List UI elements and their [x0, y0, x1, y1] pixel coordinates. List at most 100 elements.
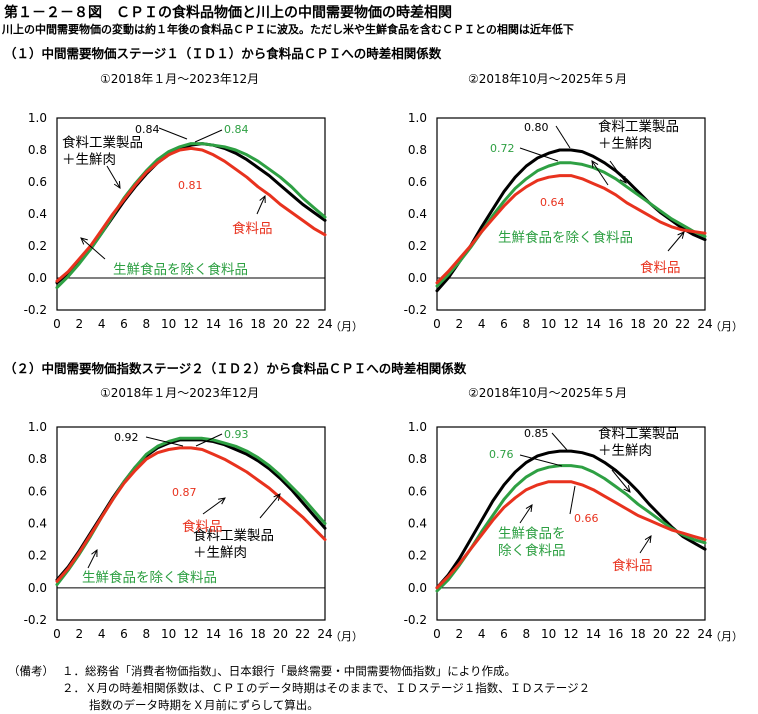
x-tick-label: 20: [653, 317, 668, 331]
x-tick-label: 2: [76, 627, 84, 641]
series-label-black: ＋生鮮肉: [598, 443, 652, 459]
peak-label-black: 0.80: [524, 121, 549, 134]
series-label-black: 食料工業製品: [193, 527, 274, 544]
series-arrow-red-line: [667, 231, 685, 252]
peak-leader-green: [194, 129, 223, 143]
x-tick-label: 12: [183, 317, 198, 331]
y-tick-label: 0.4: [408, 517, 427, 531]
x-tick-label: 2: [76, 317, 84, 331]
series-label-red: 食料品: [612, 557, 653, 574]
series-line-red: [435, 480, 707, 590]
y-tick-label: 1.0: [408, 111, 427, 125]
y-tick-label: 0.8: [408, 143, 427, 157]
y-tick-label: 1.0: [28, 111, 47, 125]
series-arrow-red-head: [259, 194, 266, 204]
y-tick-label: 0.8: [28, 452, 47, 466]
series-arrow-black-line: [106, 165, 121, 189]
series-arrow-red-head: [218, 497, 226, 505]
x-tick-label: 16: [228, 317, 243, 331]
x-tick-label: 14: [206, 317, 221, 331]
y-tick-label: 0.2: [28, 549, 47, 563]
y-tick-label: 0.8: [28, 143, 47, 157]
x-tick-label: 4: [478, 317, 486, 331]
x-tick-label: 24: [697, 627, 712, 641]
chart-3: -0.20.00.20.40.60.81.00 2 4 6 8 10 12 14 16 18 20 2…: [24, 420, 363, 643]
series-arrow-red-line: [202, 497, 226, 515]
x-tick-label: 16: [608, 317, 623, 331]
x-unit-label: （月）: [710, 320, 743, 333]
x-tick-label: 4: [98, 317, 106, 331]
note-2: ２．Ｘ月の時差相関係数は、ＣＰＩのデータ時期はそのままで、ＩＤステージ１指数、Ｉ…: [62, 681, 591, 695]
series-label-black: ＋生鮮肉: [62, 152, 116, 168]
peak-leader-green: [519, 454, 563, 467]
plot-frame: [436, 426, 706, 621]
peak-label-black: 0.92: [114, 431, 139, 444]
x-tick-label: 6: [500, 627, 508, 641]
x-tick-label: 14: [206, 627, 221, 641]
plot-frame: [436, 117, 706, 311]
note-3: 指数のデータ時期をＸ月前にずらして算出。: [89, 698, 319, 712]
chart-2: -0.20.00.20.40.60.81.00 2 4 6 8 10 12 14 16 18 20 2…: [404, 111, 743, 333]
x-tick-label: 2: [456, 627, 464, 641]
y-tick-label: 0.6: [28, 484, 47, 498]
x-tick-label: 22: [675, 627, 690, 641]
y-tick-label: 0.2: [28, 239, 47, 253]
series-arrow-red-head: [677, 231, 685, 239]
series-label-green: 生鮮食品を: [498, 525, 566, 542]
peak-label-green: 0.93: [224, 428, 249, 441]
series-line-black: [435, 449, 707, 590]
x-tick-label: 0: [433, 317, 441, 331]
x-tick-label: 14: [586, 627, 601, 641]
series-arrow-black-head: [273, 493, 281, 501]
x-tick-label: 14: [586, 317, 601, 331]
y-tick-label: 0.2: [408, 239, 427, 253]
y-tick-label: -0.2: [24, 303, 47, 317]
y-tick-label: 0.4: [28, 207, 47, 221]
series-label-red: 食料品: [640, 259, 681, 276]
chart3-title: ①2018年１月～2023年12月: [100, 386, 260, 400]
x-tick-label: 6: [500, 317, 508, 331]
x-tick-label: 0: [53, 627, 61, 641]
series-line-green: [55, 142, 327, 290]
figure-title: 第１－２－８図 ＣＰＩの食料品物価と川上の中間需要物価の時差相関: [4, 5, 452, 21]
y-tick-label: -0.2: [404, 613, 427, 627]
series-arrow-black-head: [113, 180, 121, 189]
series-arrow-green-head: [591, 160, 599, 169]
figure-subtitle: 川上の中間需要物価の変動は約１年後の食料品ＣＰＩに波及。ただし米や生鮮食品を含む…: [2, 23, 574, 36]
y-tick-label: 0.0: [408, 271, 427, 285]
chart2-title: ②2018年10月～2025年５月: [468, 72, 628, 86]
x-tick-label: 6: [120, 317, 128, 331]
x-tick-label: 18: [630, 627, 645, 641]
section2-title: （２）中間需要物価指数ステージ２（ＩＤ２）から食料品ＣＰＩへの時差相関係数: [4, 361, 467, 376]
series-label-green: 生鮮食品を除く食料品: [498, 229, 633, 246]
x-tick-label: 12: [183, 627, 198, 641]
x-tick-label: 10: [161, 627, 176, 641]
y-tick-label: 0.0: [28, 581, 47, 595]
peak-leader-green: [195, 433, 223, 447]
chart1-title: ①2018年１月～2023年12月: [100, 72, 260, 86]
x-tick-label: 10: [541, 317, 556, 331]
y-tick-label: 0.0: [28, 271, 47, 285]
y-tick-label: 0.8: [408, 452, 427, 466]
series-arrow-red-line: [639, 535, 652, 554]
peak-label-red: 0.64: [540, 196, 565, 209]
y-tick-label: -0.2: [404, 303, 427, 317]
x-tick-label: 16: [228, 627, 243, 641]
peak-leader-black: [158, 127, 188, 140]
x-tick-label: 10: [541, 627, 556, 641]
peak-leader-black: [555, 125, 571, 149]
x-tick-label: 6: [120, 627, 128, 641]
series-arrow-black-head: [623, 485, 631, 493]
x-tick-label: 2: [456, 317, 464, 331]
series-arrow-green-head: [525, 504, 533, 513]
series-line-green: [435, 464, 707, 593]
x-tick-label: 24: [317, 317, 332, 331]
x-tick-label: 0: [433, 627, 441, 641]
series-arrow-black-line: [259, 493, 281, 519]
charts-canvas: -0.20.00.20.40.60.81.00 2 4 6 8 10 12 14 16 18 20 2…: [24, 111, 743, 643]
x-tick-label: 18: [250, 317, 265, 331]
x-tick-label: 24: [317, 627, 332, 641]
y-tick-label: 1.0: [28, 420, 47, 434]
x-tick-label: 20: [273, 317, 288, 331]
x-tick-label: 8: [523, 317, 531, 331]
